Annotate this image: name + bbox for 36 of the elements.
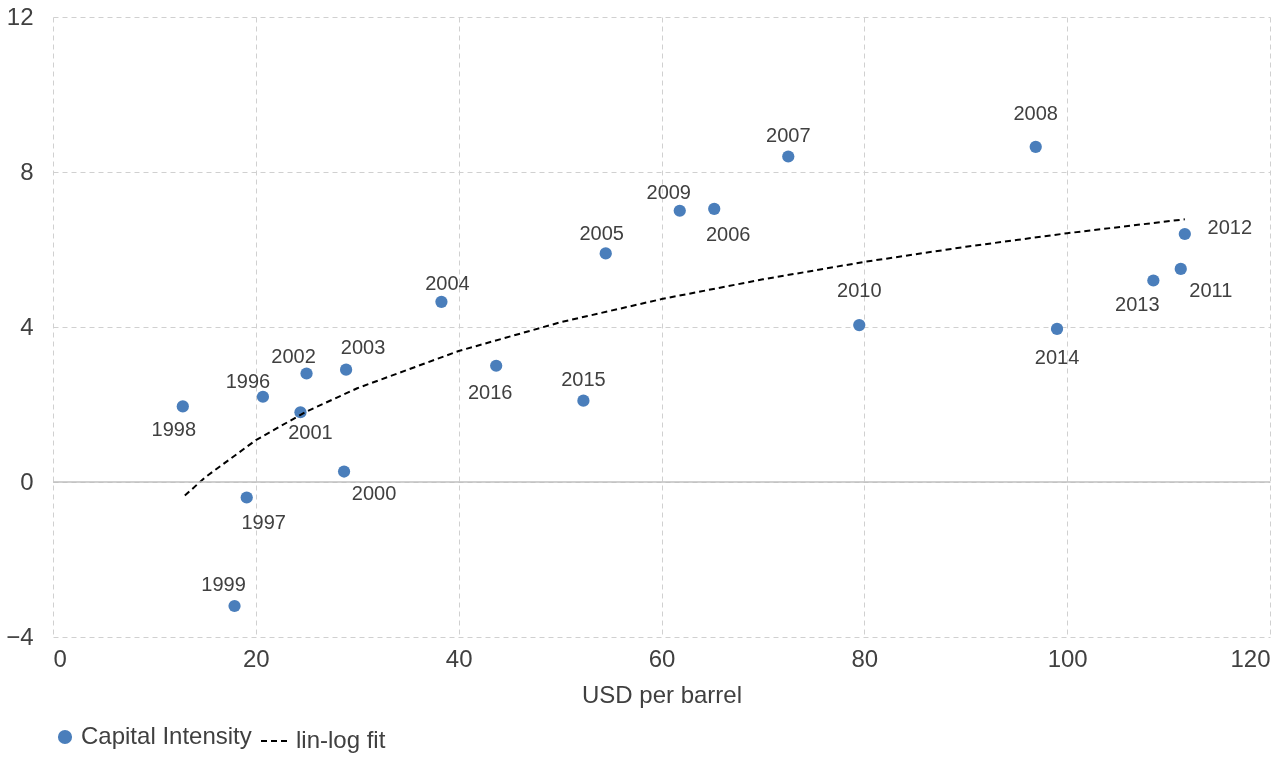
annotation: 2014: [1034, 345, 1080, 368]
annotation: 2015: [561, 367, 606, 390]
legend-label: lin-log fit: [296, 726, 386, 753]
x-tick-label: 40: [445, 644, 473, 672]
annotation: 2001: [288, 421, 333, 444]
x-tick-label: 20: [242, 644, 270, 672]
y-tick-label: 12: [6, 2, 34, 30]
annotation: 2004: [425, 271, 470, 294]
annotation: 1996: [225, 369, 271, 392]
annotation: 2010: [837, 279, 882, 302]
annotation: 2005: [579, 222, 624, 245]
annotation: 2012: [1207, 216, 1253, 238]
annotation: 2008: [1013, 101, 1058, 124]
x-tick-label: 0: [53, 644, 67, 672]
annotation: 2002: [271, 344, 316, 367]
x-tick-label: 100: [1047, 644, 1088, 672]
annotation: 2007: [766, 123, 811, 146]
y-tick-label: 0: [20, 467, 34, 495]
y-tick-label: −4: [6, 622, 34, 650]
x-axis-title: USD per barrel: [581, 680, 743, 708]
annotation: 1999: [201, 573, 246, 595]
annotation: 2013: [1115, 292, 1160, 315]
y-tick-label: 8: [20, 157, 34, 185]
annotation: 1998: [151, 418, 197, 441]
annotation: 2016: [467, 380, 513, 403]
y-tick-label: 4: [20, 312, 34, 340]
x-tick-label: 80: [851, 644, 879, 672]
x-tick-label: 60: [648, 644, 676, 672]
annotation: 1997: [241, 510, 286, 533]
x-tick-label: 120: [1230, 644, 1271, 672]
annotation: 2009: [646, 180, 692, 203]
legend-label: Capital Intensity: [81, 722, 252, 749]
annotation: 2011: [1189, 278, 1233, 301]
annotation: 2006: [705, 222, 751, 245]
annotation: 2000: [351, 481, 397, 504]
annotation: 2003: [340, 335, 386, 358]
